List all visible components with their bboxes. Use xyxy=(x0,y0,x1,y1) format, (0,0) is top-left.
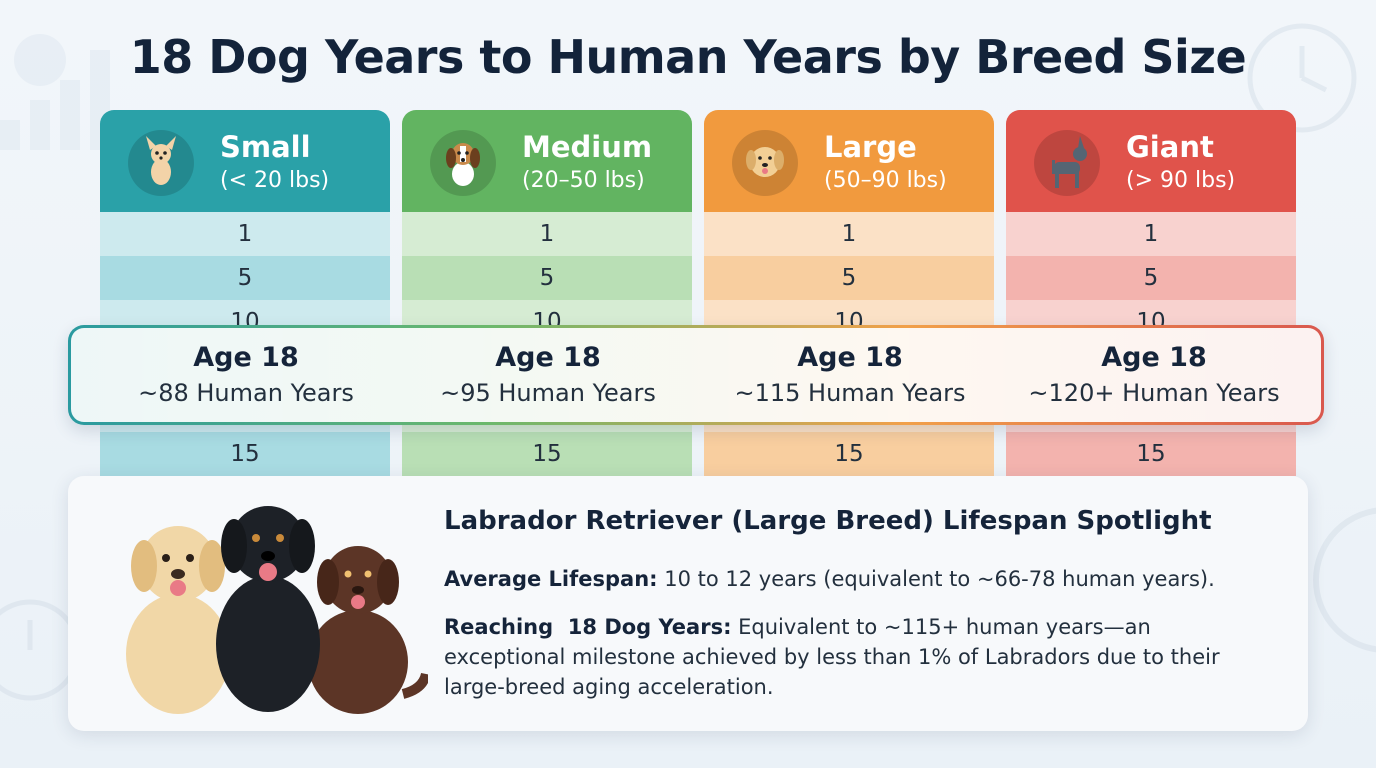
beagle-icon xyxy=(430,130,496,196)
age-row: 5 xyxy=(1006,256,1296,300)
weight-range-label: (< 20 lbs) xyxy=(220,168,330,193)
breed-size-label: Medium xyxy=(522,130,653,164)
average-lifespan-label: Average Lifespan: xyxy=(444,567,658,591)
labrador-icon xyxy=(732,130,798,196)
reaching-18-label: Reaching 18 Dog Years: xyxy=(444,615,732,639)
breed-size-label: Large xyxy=(824,130,917,164)
chihuahua-icon xyxy=(128,130,194,196)
average-lifespan-text: Average Lifespan: 10 to 12 years (equiva… xyxy=(444,564,1264,594)
breed-size-label: Giant xyxy=(1126,130,1214,164)
highlight-cell-large: Age 18 ~115 Human Years xyxy=(700,342,1000,407)
age-18-highlight-band: Age 18 ~88 Human Years Age 18 ~95 Human … xyxy=(68,325,1324,425)
highlight-human-years: ~120+ Human Years xyxy=(1028,379,1280,407)
weight-range-label: (> 90 lbs) xyxy=(1126,168,1236,193)
highlight-age-label: Age 18 xyxy=(797,342,903,373)
breed-size-label: Small xyxy=(220,130,311,164)
highlight-age-label: Age 18 xyxy=(1101,342,1207,373)
column-header: Small (< 20 lbs) xyxy=(100,110,390,212)
age-row: 15 xyxy=(1006,432,1296,476)
age-row: 5 xyxy=(704,256,994,300)
age-row: 15 xyxy=(704,432,994,476)
highlight-human-years: ~88 Human Years xyxy=(138,379,354,407)
age-row: 15 xyxy=(402,432,692,476)
highlight-human-years: ~115 Human Years xyxy=(734,379,966,407)
weight-range-label: (20–50 lbs) xyxy=(522,168,645,193)
highlight-human-years: ~95 Human Years xyxy=(440,379,656,407)
column-header: Large (50–90 lbs) xyxy=(704,110,994,212)
highlight-cell-small: Age 18 ~88 Human Years xyxy=(96,342,396,407)
clock-icon xyxy=(1313,507,1376,653)
age-row: 1 xyxy=(100,212,390,256)
column-medium: Medium (20–50 lbs) 1 5 10 15 xyxy=(402,110,692,490)
column-header: Medium (20–50 lbs) xyxy=(402,110,692,212)
reaching-18-text: Reaching 18 Dog Years: Equivalent to ~11… xyxy=(444,612,1264,702)
column-giant: Giant (> 90 lbs) 1 5 10 15 xyxy=(1006,110,1296,490)
three-labradors-icon xyxy=(126,506,428,714)
highlight-cell-giant: Age 18 ~120+ Human Years xyxy=(1004,342,1304,407)
age-row: 5 xyxy=(100,256,390,300)
highlight-age-label: Age 18 xyxy=(495,342,601,373)
age-row: 1 xyxy=(704,212,994,256)
great-dane-icon xyxy=(1034,130,1100,196)
age-row: 5 xyxy=(402,256,692,300)
clock-icon xyxy=(1247,23,1357,133)
spotlight-title: Labrador Retriever (Large Breed) Lifespa… xyxy=(444,506,1212,536)
age-row: 1 xyxy=(402,212,692,256)
highlight-age-label: Age 18 xyxy=(193,342,299,373)
labrador-spotlight-card: Labrador Retriever (Large Breed) Lifespa… xyxy=(68,476,1308,731)
average-lifespan-value: 10 to 12 years (equivalent to ~66-78 hum… xyxy=(657,567,1215,591)
reaching-18-value: Equivalent to ~115+ human years—an excep… xyxy=(444,615,1220,699)
age-row: 15 xyxy=(100,432,390,476)
column-header: Giant (> 90 lbs) xyxy=(1006,110,1296,212)
weight-range-label: (50–90 lbs) xyxy=(824,168,947,193)
column-small: Small (< 20 lbs) 1 5 10 15 xyxy=(100,110,390,490)
page-title: 18 Dog Years to Human Years by Breed Siz… xyxy=(129,30,1247,84)
column-large: Large (50–90 lbs) 1 5 10 15 xyxy=(704,110,994,490)
age-row: 1 xyxy=(1006,212,1296,256)
highlight-cell-medium: Age 18 ~95 Human Years xyxy=(398,342,698,407)
chart-bars-icon xyxy=(0,34,110,150)
